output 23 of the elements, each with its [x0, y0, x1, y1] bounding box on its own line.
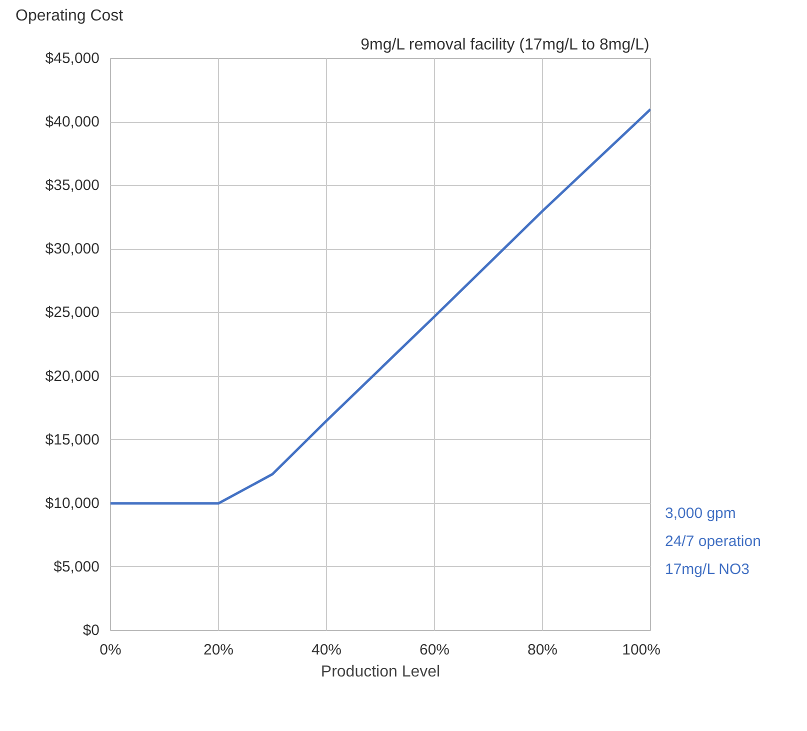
y-tick-label: $45,000	[45, 50, 100, 67]
y-tick-label: $5,000	[54, 558, 100, 576]
x-tick-label: 100%	[622, 642, 661, 658]
y-tick-label: $35,000	[45, 177, 100, 194]
y-axis-title: Operating Cost	[16, 8, 124, 24]
text: 24/7 operation	[665, 532, 761, 552]
y-tick-label: $30,000	[45, 240, 100, 258]
x-tick-label: 20%	[203, 642, 234, 658]
y-tick-label: $10,000	[45, 494, 100, 512]
x-axis-title: Production Level	[320, 664, 440, 680]
y-tick-label: $15,000	[45, 431, 100, 448]
x-tick-label: 60%	[419, 642, 450, 658]
chart-title: 9mg/L removal facility (17mg/L to 8mg/L)	[360, 36, 650, 54]
y-tick-label: $25,000	[45, 304, 100, 322]
line-series	[110, 108, 650, 505]
y-tick-label: $0	[82, 622, 100, 639]
text: 17mg/L NO3	[665, 560, 750, 580]
x-tick-label: 80%	[527, 642, 558, 658]
x-tick-label: 40%	[311, 642, 342, 658]
x-tick-label: 0%	[100, 642, 122, 658]
text: 3,000 gpm	[665, 504, 737, 524]
y-tick-label: $40,000	[45, 114, 100, 131]
y-tick-label: $20,000	[45, 368, 100, 385]
